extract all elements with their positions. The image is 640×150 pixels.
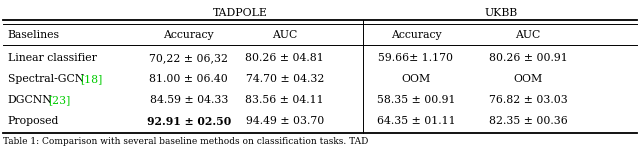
Text: 92.91 ± 02.50: 92.91 ± 02.50 bbox=[147, 116, 231, 127]
Text: Spectral-GCN: Spectral-GCN bbox=[8, 74, 88, 84]
Text: 64.35 ± 01.11: 64.35 ± 01.11 bbox=[377, 117, 455, 126]
Text: OOM: OOM bbox=[401, 74, 431, 84]
Text: 59.66± 1.170: 59.66± 1.170 bbox=[378, 53, 454, 63]
Text: [18]: [18] bbox=[80, 74, 102, 84]
Text: 80.26 ± 04.81: 80.26 ± 04.81 bbox=[245, 53, 324, 63]
Text: OOM: OOM bbox=[513, 74, 543, 84]
Text: 76.82 ± 03.03: 76.82 ± 03.03 bbox=[488, 95, 568, 105]
Text: 81.00 ± 06.40: 81.00 ± 06.40 bbox=[149, 74, 228, 84]
Text: 58.35 ± 00.91: 58.35 ± 00.91 bbox=[377, 95, 455, 105]
Text: Proposed: Proposed bbox=[8, 117, 59, 126]
Text: 84.59 ± 04.33: 84.59 ± 04.33 bbox=[150, 95, 228, 105]
Text: Accuracy: Accuracy bbox=[390, 30, 442, 39]
Text: 74.70 ± 04.32: 74.70 ± 04.32 bbox=[246, 74, 324, 84]
Text: 94.49 ± 03.70: 94.49 ± 03.70 bbox=[246, 117, 324, 126]
Text: DGCNN: DGCNN bbox=[8, 95, 52, 105]
Text: AUC: AUC bbox=[272, 30, 298, 39]
Text: Baselines: Baselines bbox=[8, 30, 60, 39]
Text: [23]: [23] bbox=[48, 95, 70, 105]
Text: TADPOLE: TADPOLE bbox=[212, 8, 268, 18]
Text: 82.35 ± 00.36: 82.35 ± 00.36 bbox=[488, 117, 568, 126]
Text: Linear classifier: Linear classifier bbox=[8, 53, 97, 63]
Text: UKBB: UKBB bbox=[484, 8, 518, 18]
Text: Accuracy: Accuracy bbox=[163, 30, 214, 39]
Text: 70,22 ± 06,32: 70,22 ± 06,32 bbox=[149, 53, 228, 63]
Text: Table 1: Comparison with several baseline methods on classification tasks. TAD: Table 1: Comparison with several baselin… bbox=[3, 137, 369, 146]
Text: AUC: AUC bbox=[515, 30, 541, 39]
Text: 83.56 ± 04.11: 83.56 ± 04.11 bbox=[246, 95, 324, 105]
Text: 80.26 ± 00.91: 80.26 ± 00.91 bbox=[488, 53, 568, 63]
